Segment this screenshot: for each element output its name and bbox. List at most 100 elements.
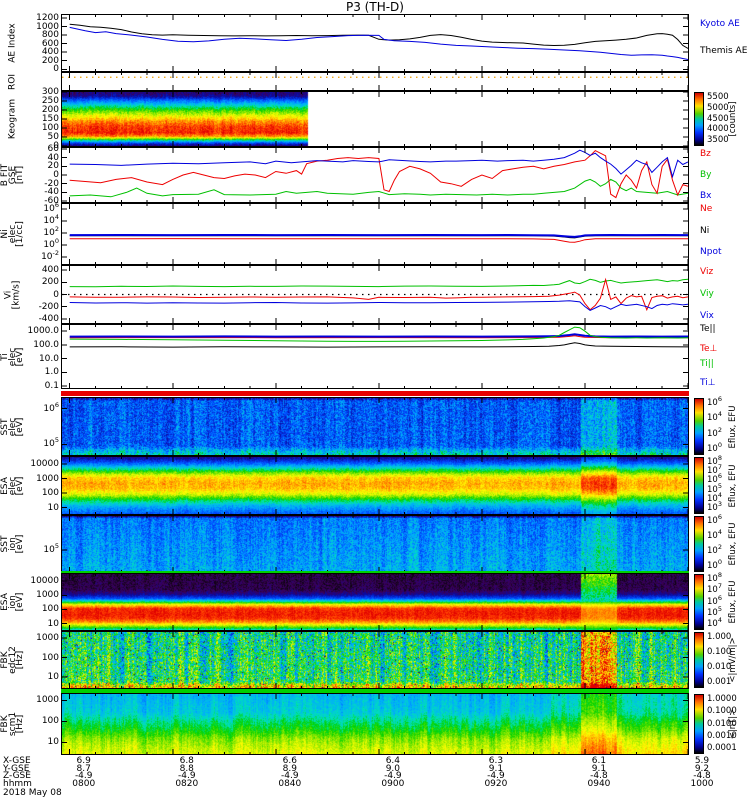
fbk-scm1-ytick-10: 10	[47, 737, 59, 748]
esa-elec-ytick-10000: 10000	[30, 459, 59, 470]
axis-value-Z-GSE-5: -4.8	[590, 771, 608, 782]
axis-row-label-X-GSE: X-GSE	[3, 756, 31, 766]
panel-vi	[61, 265, 689, 324]
sst-elec-cbar-tick-10^6: 106	[707, 395, 722, 408]
exponent: 4	[54, 212, 59, 221]
axis-label-line: FBK	[0, 715, 10, 733]
b-fit-ytick--60: -60	[44, 196, 59, 207]
sst-elec-cbar-unit: Eflux, EFU	[724, 397, 742, 456]
fbk-scm1-cbar-tick-0.0010: 0.0010	[707, 730, 737, 741]
keogram-ytick-250: 250	[41, 96, 59, 106]
axis-value-Z-GSE-2: -4.9	[281, 771, 299, 782]
axis-label-line: elec	[7, 417, 18, 436]
legend-ni-Ne: Ne	[700, 204, 713, 214]
sst-ion-spectrogram	[62, 516, 688, 572]
esa-elec-colorbar	[694, 457, 704, 514]
ti-ytick-1000.0: 1000.0	[27, 326, 60, 337]
panel-ae-index	[61, 14, 689, 72]
axis-value-Y-GSE-0: 8.7	[76, 763, 91, 774]
b-fit-ytick-0: 0	[53, 170, 59, 180]
axis-value-hhmm-5: 0940	[587, 779, 611, 790]
exponent: 6	[717, 395, 722, 404]
axis-label-line: ESA	[0, 593, 10, 611]
exponent: 6	[54, 200, 59, 209]
keogram-ytick-0: 0	[53, 141, 59, 151]
exponent: 0	[717, 441, 722, 450]
esa-ion-cbar-tick-10^4: 104	[707, 616, 722, 629]
fbk-scm1-colorbar	[694, 694, 704, 754]
keogram-cbar-tick-4000: 4000	[707, 124, 729, 135]
keogram-ytick-50: 50	[47, 132, 59, 142]
panel-sst-ion	[61, 515, 689, 573]
axis-label-line: B FIT	[0, 163, 10, 187]
exponent: 6	[717, 593, 722, 602]
ni-ytick-10^-2: 10-2	[41, 248, 59, 262]
b-fit-plot	[62, 148, 688, 202]
series-bz	[69, 149, 688, 199]
exponent: 5	[54, 436, 59, 445]
legend-vi-Viz: Viz	[700, 267, 714, 277]
sst-elec-colorbar	[694, 398, 704, 455]
axis-label-line: [eV]	[14, 417, 25, 436]
exponent: 2	[717, 543, 722, 552]
series-ti-par	[69, 326, 688, 342]
axis-value-X-GSE-5: 6.1	[591, 756, 607, 766]
exponent: 0	[717, 558, 722, 567]
sst-ion-cbar-unit: Eflux, EFU	[724, 515, 742, 573]
ni-ytick-10^4: 104	[43, 212, 59, 226]
keogram-cbar-tick-4500: 4500	[707, 113, 729, 124]
esa-elec-cbar-unit-text: Eflux, EFU	[728, 463, 738, 508]
ti-ytick-100.0: 100.0	[33, 339, 59, 350]
panel-fbk-scm1	[61, 693, 689, 755]
esa-ion-cbar-tick-10^8: 108	[707, 571, 722, 584]
fbk-edc12-tick-overlay	[62, 632, 688, 688]
axis-row-label-Z-GSE: Z-GSE	[3, 771, 31, 782]
exponent: 5	[717, 604, 722, 613]
esa-ion-cbar-tick-10^7: 107	[707, 582, 722, 596]
keogram-tick-overlay	[62, 92, 688, 146]
fbk-scm1-cbar-tick-1.0000: 1.0000	[707, 694, 737, 704]
ti-plot	[62, 325, 688, 388]
esa-ion-colorbar	[694, 574, 704, 630]
axis-value-Y-GSE-1: 8.8	[179, 763, 194, 774]
fbk-edc12-ytick-1000: 1000	[36, 632, 59, 643]
exponent: 2	[717, 425, 722, 434]
series-npot	[69, 233, 688, 238]
fbk-scm1-cbar-tick-0.0100: 0.0100	[707, 718, 737, 729]
b-fit-ytick-20: 20	[47, 161, 59, 172]
sst-elec-cbar-tick-10^2: 102	[707, 425, 722, 439]
ti-ytick-10.0: 10.0	[38, 353, 59, 364]
esa-elec-ytick-10: 10	[47, 502, 59, 513]
panel-ti	[61, 324, 689, 389]
esa-elec-cbar-tick-10^3: 103	[707, 500, 722, 513]
axis-label-line: ESA	[0, 476, 10, 495]
sst-elec-axis-label-text: SST elec [eV]	[0, 417, 25, 436]
ae-index-plot	[62, 15, 688, 71]
axis-value-Y-GSE-5: 9.1	[591, 763, 607, 774]
sst-ion-cbar-tick-10^0: 100	[707, 558, 722, 571]
legend-vi-Vix: Vix	[700, 311, 714, 321]
axis-row-label-Y-GSE: Y-GSE	[3, 763, 30, 774]
legend-ae-index-Kyoto AE: Kyoto AE	[700, 19, 740, 29]
exponent: -2	[52, 248, 59, 257]
axis-value-hhmm-3: 0900	[381, 779, 405, 790]
ti-ytick-1.0: 1.0	[44, 367, 59, 378]
axis-value-Z-GSE-4: -4.9	[487, 771, 505, 782]
exponent: 7	[717, 582, 722, 591]
keogram-cbar-tick-3500: 3500	[707, 135, 729, 145]
legend-ti-Ti||: Ti||	[700, 359, 714, 369]
legend-vi-Viy: Viy	[700, 289, 714, 299]
b-fit-ytick--40: -40	[44, 187, 59, 198]
esa-elec-cbar-tick-10^7: 107	[707, 463, 722, 477]
keogram-colorbar	[694, 92, 704, 146]
axis-row-label-hhmm: hhmm	[3, 779, 32, 790]
fbk-edc12-cbar-tick-1.000: 1.000	[707, 632, 732, 642]
panel-green-bar	[61, 689, 689, 693]
panel-green-line	[61, 571, 689, 573]
axis-label-line: Ni	[0, 229, 10, 239]
axis-value-hhmm-1: 0820	[175, 779, 199, 790]
ae-index-ytick-1000: 1000	[36, 21, 59, 32]
sst-elec-tick-overlay	[62, 398, 688, 455]
keogram-cbar-tick-5500: 5500	[707, 92, 729, 102]
